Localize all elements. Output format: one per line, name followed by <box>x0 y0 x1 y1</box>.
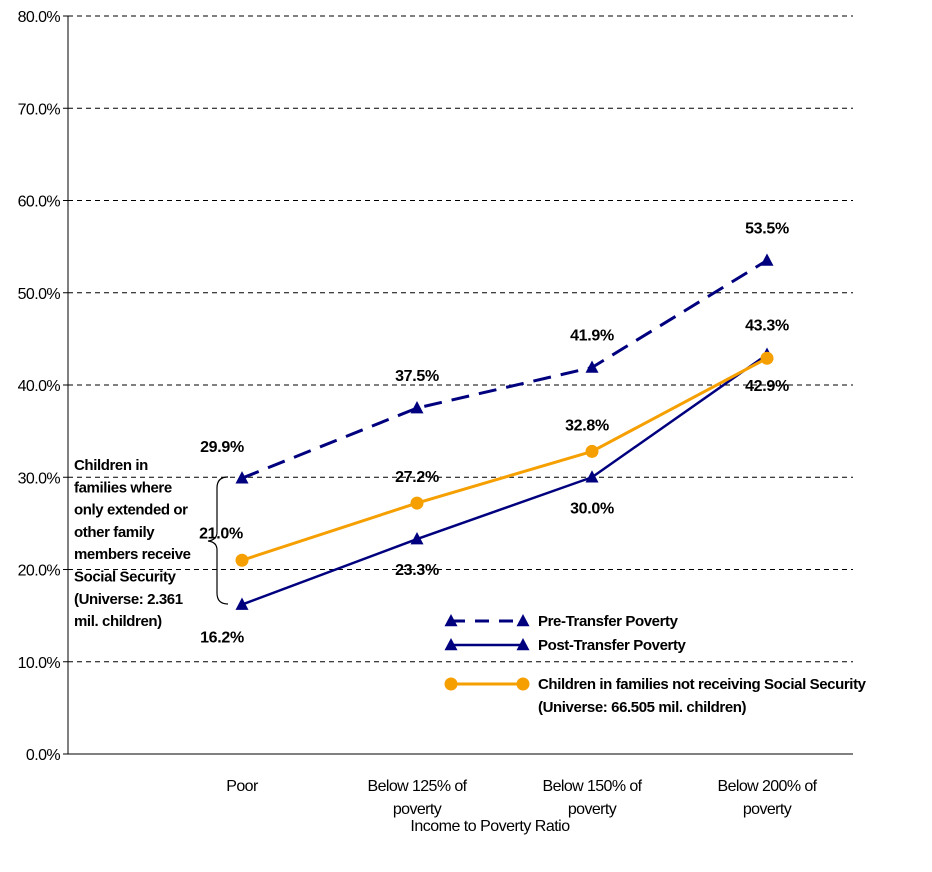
series-line-3 <box>241 356 768 562</box>
legend-swatch-marker <box>516 677 530 691</box>
data-point-triangle <box>410 532 424 545</box>
y-tick-label: 70.0% <box>18 101 61 118</box>
series-line-2 <box>241 353 768 606</box>
legend-label-line2: (Universe: 66.505 mil. children) <box>538 699 747 716</box>
x-tick-label: Below 125% of poverty <box>368 778 468 818</box>
legend-label: Post-Transfer Poverty <box>538 637 687 654</box>
y-tick-label: 20.0% <box>18 563 61 580</box>
data-point-circle <box>235 553 249 567</box>
annotation-line: families where <box>74 479 172 496</box>
annotation-line: Children in <box>74 457 148 474</box>
data-label: 27.2% <box>395 469 439 486</box>
annotation-line: other family <box>74 524 155 541</box>
legend-swatch-marker <box>444 637 458 651</box>
data-label: 43.3% <box>745 318 789 335</box>
y-tick-label: 80.0% <box>18 9 61 26</box>
legend-swatch-marker <box>444 677 458 691</box>
y-tick-label: 40.0% <box>18 378 61 395</box>
legend: Pre-Transfer Poverty Post-Transfer Povert… <box>444 613 867 716</box>
y-tick-label: 30.0% <box>18 470 61 487</box>
data-labels: 29.9% 37.5% 41.9% 53.5% 16.2% 23.3% 30.0% 43.3%… <box>199 220 789 646</box>
legend-label: Children in families not receiving Socia… <box>538 676 867 693</box>
legend-swatch-marker <box>516 637 530 651</box>
x-axis-title: Income to Poverty Ratio <box>410 818 570 835</box>
data-label: 23.3% <box>395 562 439 579</box>
legend-swatch-marker <box>516 613 530 627</box>
annotation-line: (Universe: 2.361 <box>74 591 183 608</box>
data-label: 30.0% <box>570 500 614 517</box>
x-tick-label: Poor <box>226 778 259 795</box>
series-line-1 <box>241 259 768 480</box>
data-point-triangle <box>760 253 774 266</box>
data-point-circle <box>410 496 424 510</box>
data-point-triangle <box>235 471 249 484</box>
annotation-note: Children in families where only extended o… <box>74 457 229 630</box>
annotation-brace <box>207 476 229 605</box>
data-point-triangle <box>585 360 599 373</box>
y-tick-label: 60.0% <box>18 194 61 211</box>
x-tick-labels: Poor Below 125% of poverty Below 150% of pov… <box>226 778 818 818</box>
y-tick-label: 50.0% <box>18 286 61 303</box>
data-label: 32.8% <box>565 417 609 434</box>
legend-swatch-marker <box>444 613 458 627</box>
data-label: 37.5% <box>395 368 439 385</box>
x-tick-label: Below 150% of poverty <box>543 778 643 818</box>
data-point-circle <box>585 444 599 458</box>
annotation-line: only extended or <box>74 502 188 519</box>
data-label: 41.9% <box>570 327 614 344</box>
data-point-circle <box>760 351 774 365</box>
data-point-triangle <box>410 401 424 414</box>
legend-item: Pre-Transfer Poverty <box>444 613 679 630</box>
x-tick-label: Below 200% of poverty <box>718 778 818 818</box>
legend-item: Post-Transfer Poverty <box>444 637 687 654</box>
y-tick-label: 0.0% <box>26 747 60 764</box>
data-label: 16.2% <box>200 630 244 647</box>
data-point-triangle <box>235 597 249 610</box>
annotation-line: members receive <box>74 546 191 563</box>
data-label: 53.5% <box>745 220 789 237</box>
y-tick-label: 10.0% <box>18 655 61 672</box>
data-label: 42.9% <box>745 378 789 395</box>
axes <box>63 15 853 755</box>
data-label: 21.0% <box>199 525 243 542</box>
y-tick-labels: 0.0% 10.0% 20.0% 30.0% 40.0% 50.0% 60.0% 70.0% 8… <box>18 9 61 764</box>
series-layer <box>235 253 774 610</box>
data-label: 29.9% <box>200 439 244 456</box>
annotation-line: mil. children) <box>74 613 162 630</box>
annotation-line: Social Security <box>74 569 177 586</box>
data-point-triangle <box>585 470 599 483</box>
grid-lines <box>68 15 853 663</box>
legend-label: Pre-Transfer Poverty <box>538 613 679 630</box>
legend-item: Children in families not receiving Socia… <box>444 676 867 716</box>
